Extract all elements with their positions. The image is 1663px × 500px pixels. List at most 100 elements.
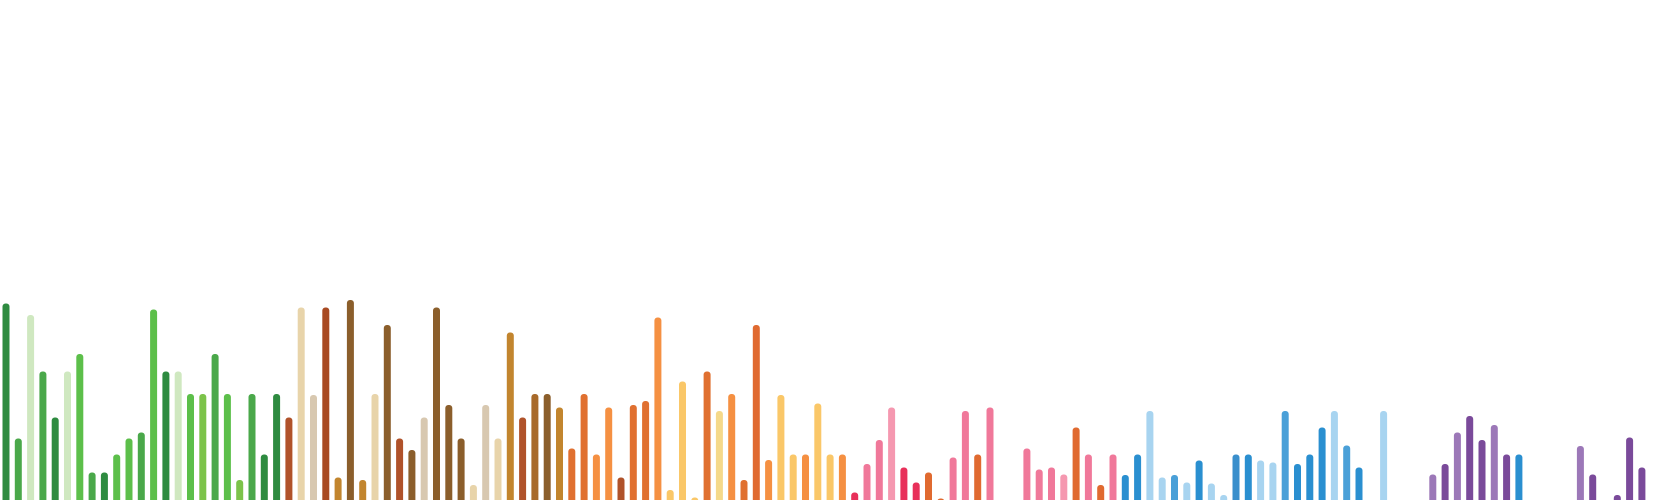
bar-39 <box>482 405 490 500</box>
bar-37 <box>457 438 465 500</box>
bar-84 <box>1035 469 1043 500</box>
bar-120 <box>1478 440 1486 500</box>
bar-9 <box>113 454 121 500</box>
bar-29 <box>359 480 367 500</box>
bar-48 <box>592 454 600 500</box>
bar-112 <box>1380 411 1388 500</box>
bar-74 <box>912 482 920 500</box>
bar-42 <box>519 417 527 500</box>
bar-117 <box>1441 464 1449 500</box>
bar-19 <box>236 480 244 500</box>
bar-3 <box>39 371 47 500</box>
bar-60 <box>740 480 748 500</box>
bar-99 <box>1220 495 1228 500</box>
bar-131 <box>1613 495 1621 500</box>
bar-68 <box>838 454 846 500</box>
bar-6 <box>76 354 84 500</box>
bar-7 <box>88 472 96 500</box>
bar-94 <box>1158 477 1166 500</box>
bar-34 <box>420 417 428 500</box>
bar-25 <box>310 395 317 500</box>
bar-38 <box>469 485 477 500</box>
bar-123 <box>1515 454 1523 500</box>
bar-13 <box>162 371 170 500</box>
bar-85 <box>1048 467 1055 500</box>
bar-15 <box>187 394 194 500</box>
bar-108 <box>1330 411 1338 500</box>
bar-41 <box>506 332 514 500</box>
bar-90 <box>1109 454 1117 500</box>
bar-0 <box>2 303 10 500</box>
bar-109 <box>1343 445 1351 500</box>
bar-16 <box>199 394 207 500</box>
bar-86 <box>1060 474 1068 500</box>
bar-24 <box>297 307 305 500</box>
bar-18 <box>223 394 231 500</box>
bar-45 <box>556 407 563 500</box>
bar-43 <box>531 394 539 500</box>
bar-21 <box>260 454 268 500</box>
bar-47 <box>580 394 588 500</box>
bar-44 <box>543 394 551 500</box>
bar-69 <box>851 492 859 500</box>
bar-4 <box>51 417 59 500</box>
bar-30 <box>371 394 379 500</box>
bar-75 <box>925 472 932 500</box>
bar-62 <box>765 460 773 500</box>
bar-89 <box>1097 485 1105 500</box>
bar-105 <box>1294 464 1301 500</box>
bar-58 <box>715 411 723 500</box>
bar-11 <box>137 432 145 500</box>
bar-67 <box>826 454 834 500</box>
bar-98 <box>1207 483 1215 500</box>
bar-93 <box>1146 411 1154 500</box>
bar-65 <box>802 454 809 500</box>
bar-32 <box>396 438 404 500</box>
bar-116 <box>1429 474 1437 500</box>
bar-36 <box>445 405 453 500</box>
bar-61 <box>752 325 760 500</box>
bar-55 <box>679 381 686 500</box>
bar-52 <box>642 401 650 500</box>
bar-64 <box>789 454 797 500</box>
bar-56 <box>691 497 699 500</box>
bar-77 <box>949 457 957 500</box>
bar-28 <box>346 300 354 500</box>
bar-83 <box>1023 448 1031 500</box>
bar-59 <box>728 394 736 500</box>
bar-40 <box>494 438 502 500</box>
bar-106 <box>1306 454 1314 500</box>
bar-51 <box>629 405 637 500</box>
bar-70 <box>863 464 871 500</box>
bar-132 <box>1626 437 1634 500</box>
bar-22 <box>273 394 281 500</box>
bar-10 <box>125 438 133 500</box>
bar-26 <box>322 307 330 500</box>
bar-119 <box>1466 416 1474 500</box>
bar-102 <box>1257 460 1265 500</box>
bar-73 <box>900 467 908 500</box>
bar-118 <box>1453 432 1461 500</box>
bar-122 <box>1503 454 1511 500</box>
bar-100 <box>1232 454 1240 500</box>
bar-50 <box>617 477 625 500</box>
bar-12 <box>150 309 158 500</box>
bar-107 <box>1318 427 1326 500</box>
bar-110 <box>1355 467 1363 500</box>
bar-121 <box>1490 425 1498 500</box>
bar-96 <box>1183 482 1191 500</box>
bar-31 <box>383 325 391 500</box>
bar-129 <box>1589 474 1597 500</box>
bar-1 <box>14 438 22 500</box>
bar-27 <box>334 477 342 500</box>
bar-2 <box>27 315 35 500</box>
bar-91 <box>1121 475 1129 500</box>
bars-group <box>2 300 1646 500</box>
bar-95 <box>1171 475 1178 500</box>
bar-17 <box>211 354 219 500</box>
bar-88 <box>1084 454 1092 500</box>
bar-57 <box>703 371 711 500</box>
bar-133 <box>1638 467 1646 500</box>
